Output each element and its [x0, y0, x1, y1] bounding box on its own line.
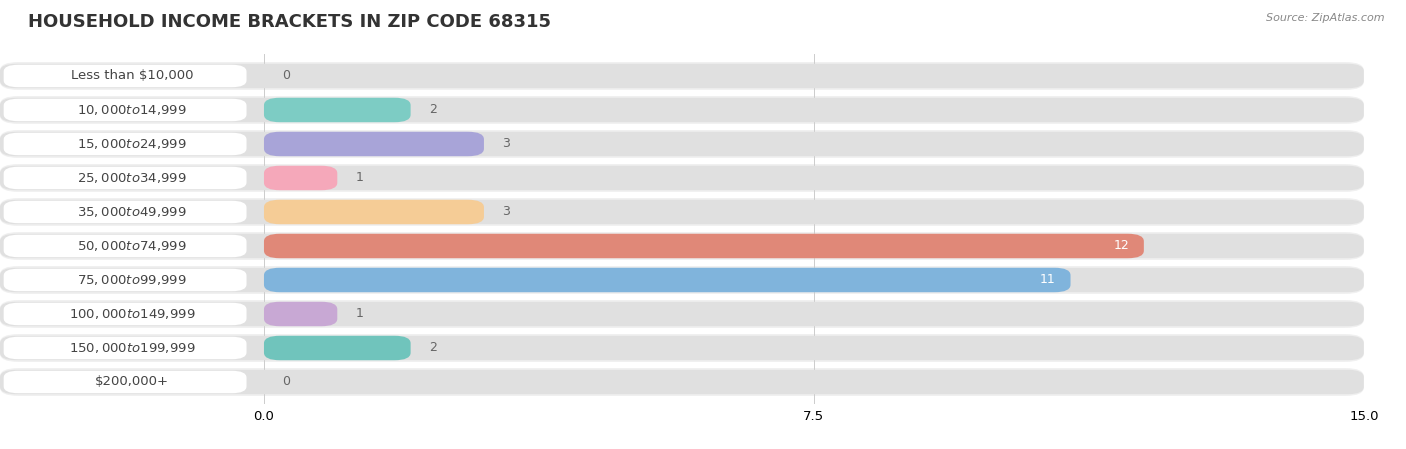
FancyBboxPatch shape [0, 268, 1364, 292]
FancyBboxPatch shape [264, 336, 411, 360]
FancyBboxPatch shape [0, 336, 1364, 360]
Text: $10,000 to $14,999: $10,000 to $14,999 [77, 103, 187, 117]
FancyBboxPatch shape [4, 269, 246, 291]
Text: 3: 3 [502, 137, 510, 150]
Text: 0: 0 [283, 375, 290, 388]
FancyBboxPatch shape [4, 65, 246, 87]
FancyBboxPatch shape [0, 300, 1364, 328]
Text: $50,000 to $74,999: $50,000 to $74,999 [77, 239, 187, 253]
Text: HOUSEHOLD INCOME BRACKETS IN ZIP CODE 68315: HOUSEHOLD INCOME BRACKETS IN ZIP CODE 68… [28, 13, 551, 31]
FancyBboxPatch shape [4, 235, 246, 257]
FancyBboxPatch shape [264, 166, 337, 190]
Text: $150,000 to $199,999: $150,000 to $199,999 [69, 341, 195, 355]
FancyBboxPatch shape [4, 201, 246, 223]
FancyBboxPatch shape [0, 368, 1364, 396]
FancyBboxPatch shape [4, 167, 246, 189]
Text: 3: 3 [502, 206, 510, 219]
Text: Source: ZipAtlas.com: Source: ZipAtlas.com [1267, 13, 1385, 23]
FancyBboxPatch shape [264, 132, 484, 156]
FancyBboxPatch shape [264, 98, 411, 122]
FancyBboxPatch shape [4, 337, 246, 359]
Text: 1: 1 [356, 308, 364, 321]
Text: $75,000 to $99,999: $75,000 to $99,999 [77, 273, 187, 287]
FancyBboxPatch shape [0, 132, 1364, 156]
FancyBboxPatch shape [0, 62, 1364, 90]
FancyBboxPatch shape [264, 302, 337, 326]
Text: 12: 12 [1114, 239, 1129, 252]
FancyBboxPatch shape [4, 133, 246, 155]
Text: $25,000 to $34,999: $25,000 to $34,999 [77, 171, 187, 185]
FancyBboxPatch shape [0, 130, 1364, 158]
Text: 11: 11 [1040, 273, 1056, 286]
FancyBboxPatch shape [264, 200, 484, 224]
FancyBboxPatch shape [0, 164, 1364, 192]
FancyBboxPatch shape [264, 268, 1070, 292]
FancyBboxPatch shape [0, 232, 1364, 260]
FancyBboxPatch shape [0, 334, 1364, 362]
Text: $100,000 to $149,999: $100,000 to $149,999 [69, 307, 195, 321]
FancyBboxPatch shape [0, 266, 1364, 294]
FancyBboxPatch shape [0, 96, 1364, 124]
FancyBboxPatch shape [4, 371, 246, 393]
Text: 2: 2 [429, 342, 437, 355]
FancyBboxPatch shape [0, 370, 1364, 394]
FancyBboxPatch shape [0, 166, 1364, 190]
FancyBboxPatch shape [4, 99, 246, 121]
FancyBboxPatch shape [4, 303, 246, 325]
Text: 1: 1 [356, 172, 364, 185]
Text: 0: 0 [283, 70, 290, 83]
Text: $35,000 to $49,999: $35,000 to $49,999 [77, 205, 187, 219]
Text: $200,000+: $200,000+ [96, 375, 169, 388]
Text: Less than $10,000: Less than $10,000 [70, 70, 193, 83]
FancyBboxPatch shape [0, 198, 1364, 226]
Text: $15,000 to $24,999: $15,000 to $24,999 [77, 137, 187, 151]
FancyBboxPatch shape [264, 234, 1144, 258]
FancyBboxPatch shape [0, 302, 1364, 326]
FancyBboxPatch shape [0, 98, 1364, 122]
FancyBboxPatch shape [0, 234, 1364, 258]
FancyBboxPatch shape [0, 64, 1364, 88]
Text: 2: 2 [429, 103, 437, 116]
FancyBboxPatch shape [0, 200, 1364, 224]
